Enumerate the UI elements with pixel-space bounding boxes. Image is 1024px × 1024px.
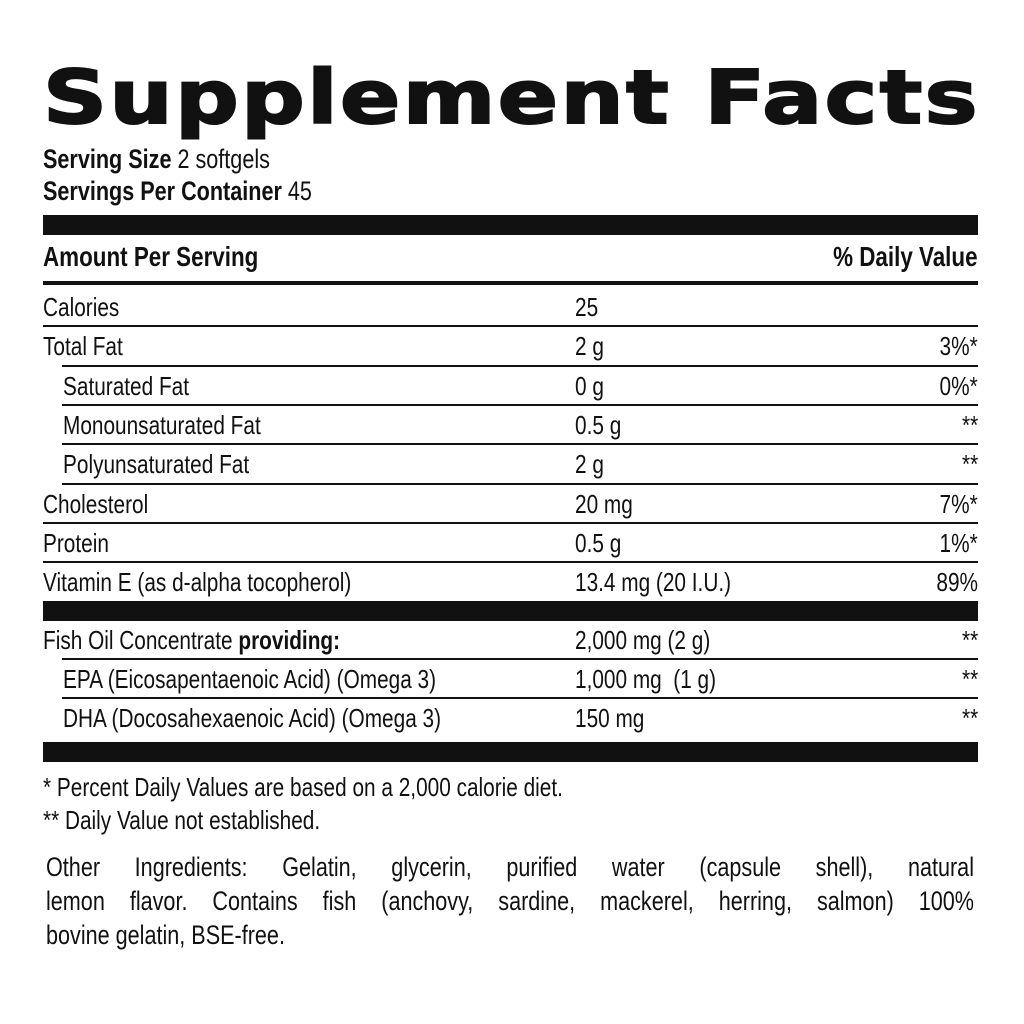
nutrient-dv: 7%* [939,488,978,519]
row-divider [62,403,978,406]
nutrient-amount: 1,000 mg (1 g) [575,664,717,694]
divider [43,281,978,285]
row-divider [62,443,978,446]
nutrient-amount: 25 [575,292,599,322]
nutrient-row: EPA (Eicosapentaenoic Acid) (Omega 3) 1,0… [43,660,978,699]
nutrient-name: Cholesterol [43,488,149,519]
nutrient-dv: 0%* [939,370,978,401]
nutrient-dv: ** [961,703,978,733]
nutrient-dv: ** [961,409,978,440]
nutrient-amount: 2,000 mg (2 g) [575,625,711,655]
nutrient-amount: 13.4 mg (20 I.U.) [575,567,732,598]
nutrient-name: Monounsaturated Fat [63,409,261,440]
nutrient-name: Saturated Fat [63,370,190,401]
serving-size-label: Serving Size [43,144,172,174]
thick-divider [43,215,978,235]
nutrient-amount: 0.5 g [575,527,622,558]
nutrient-name: Calories [43,292,120,322]
row-divider [62,697,978,699]
nutrient-name: Vitamin E (as d-alpha tocopherol) [43,567,352,598]
nutrient-row: Fish Oil Concentrate providing: 2,000 mg … [43,621,978,660]
nutrient-name: Fish Oil Concentrate providing: [43,625,341,655]
nutrient-row: DHA (Docosahexaenoic Acid) (Omega 3) 150 … [43,699,978,738]
nutrient-dv: 3%* [939,331,978,362]
servings-label: Servings Per Container [43,176,282,206]
page-title: Supplement Facts [42,55,981,141]
row-divider [62,364,978,367]
row-divider [43,561,978,564]
serving-size: Serving Size 2 softgels [43,144,327,174]
nutrient-row: Monounsaturated Fat 0.5 g ** [43,406,978,445]
footnote-text: ** Daily Value not established. [43,805,321,835]
other-ingredients-line: bovine gelatin, BSE-free. [46,920,285,950]
nutrient-dv: 1%* [939,527,978,558]
other-ingredients-line: Other Ingredients: Gelatin, glycerin, pu… [46,852,974,882]
nutrient-dv: 89% [936,567,978,598]
row-divider [43,325,978,328]
nutrient-dv: ** [961,625,978,655]
nutrient-row: Polyunsaturated Fat 2 g ** [43,445,978,484]
footnote-dv: * Percent Daily Values are based on a 2,… [43,771,693,803]
nutrient-name: DHA (Docosahexaenoic Acid) (Omega 3) [63,703,442,733]
nutrient-amount: 0.5 g [575,409,622,440]
nutrient-amount: 150 mg [575,703,645,733]
row-divider [62,482,978,485]
other-ingredients-line: lemon flavor. Contains fish (anchovy, sa… [46,886,974,916]
footnote-not-established: ** Daily Value not established. [43,804,389,836]
nutrient-name: EPA (Eicosapentaenoic Acid) (Omega 3) [63,664,437,694]
nutrient-amount: 0 g [575,370,604,401]
nutrient-dv: ** [961,664,978,694]
amount-header: Amount Per Serving [43,241,259,272]
nutrient-row: Cholesterol 20 mg 7%* [43,485,978,524]
other-ingredients: Other Ingredients: Gelatin, glycerin, pu… [46,850,974,952]
servings-value: 45 [287,176,312,206]
row-divider [43,521,978,524]
row-divider [62,658,978,660]
nutrient-name: Total Fat [43,331,123,362]
header-row: Amount Per Serving % Daily Value [43,238,978,277]
thick-divider [43,601,978,621]
nutrient-row: Protein 0.5 g 1%* [43,524,978,563]
nutrient-row: Saturated Fat 0 g 0%* [43,367,978,406]
nutrient-row: Calories 25 [43,288,978,327]
nutrient-name: Polyunsaturated Fat [63,449,250,480]
nutrient-amount: 2 g [575,449,604,480]
nutrient-name-bold: providing: [238,625,341,655]
nutrient-row: Vitamin E (as d-alpha tocopherol) 13.4 mg… [43,563,978,602]
thick-divider [43,742,978,762]
nutrient-name: Protein [43,527,109,558]
nutrient-dv: ** [961,449,978,480]
serving-size-value: 2 softgels [177,144,270,174]
nutrient-amount: 2 g [575,331,604,362]
nutrient-amount: 20 mg [575,488,633,519]
dv-header: % Daily Value [833,241,978,272]
footnote-text: * Percent Daily Values are based on a 2,… [43,772,563,802]
nutrient-row: Total Fat 2 g 3%* [43,327,978,366]
servings-per-container: Servings Per Container 45 [43,176,379,206]
